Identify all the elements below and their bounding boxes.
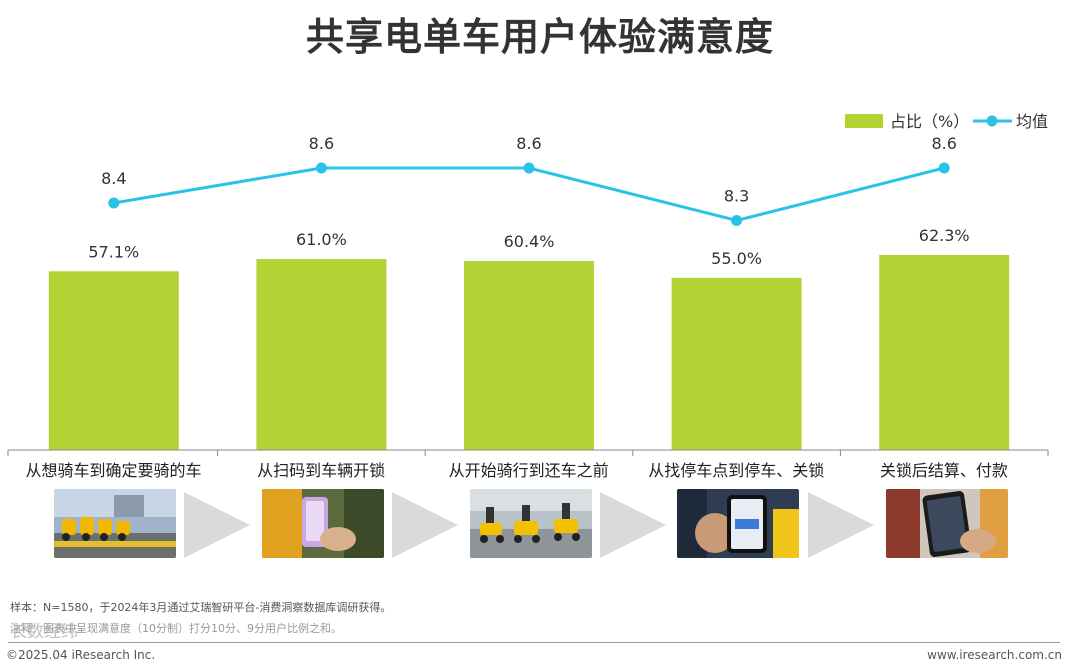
sample-note: 样本：N=1580，于2024年3月通过艾瑞智研平台-消费洞察数据库调研获得。 xyxy=(10,601,392,614)
line-data-labels: 8.4 8.6 8.6 8.3 8.6 xyxy=(101,134,957,206)
line-data-label: 8.6 xyxy=(309,134,334,153)
step-arrow-3 xyxy=(600,492,666,558)
bar-data-label: 60.4% xyxy=(504,232,555,251)
bar xyxy=(464,260,594,450)
line-point xyxy=(108,197,120,209)
bar-series xyxy=(48,255,1010,450)
category-label: 从开始骑行到还车之前 xyxy=(448,461,609,480)
bar xyxy=(879,255,1010,450)
category-label: 从找停车点到停车、关锁 xyxy=(648,461,825,480)
line-data-label: 8.6 xyxy=(516,134,541,153)
line-path xyxy=(113,166,945,223)
line-point xyxy=(938,162,950,174)
legend-line-marker xyxy=(986,115,998,127)
category-label: 关锁后结算、付款 xyxy=(879,461,1008,480)
chart-title: 共享电单车用户体验满意度 xyxy=(305,15,774,59)
bar-data-label: 55.0% xyxy=(711,249,762,268)
photo-riding xyxy=(470,489,592,558)
line-point xyxy=(523,162,535,174)
category-label: 从想骑车到确定要骑的车 xyxy=(25,461,202,480)
bar-data-label: 62.3% xyxy=(919,226,970,245)
line-series xyxy=(108,162,950,226)
x-axis-ticks xyxy=(7,450,1049,456)
copyright-text: ©2025.04 iResearch Inc. xyxy=(6,648,156,662)
photo-parked-bikes xyxy=(54,489,176,558)
legend: 占比（%） 均值 xyxy=(845,112,1048,131)
bar xyxy=(256,259,387,450)
step-arrow-2 xyxy=(392,492,458,558)
bar-data-label: 61.0% xyxy=(296,230,347,249)
step-arrow-4 xyxy=(808,492,874,558)
line-data-label: 8.3 xyxy=(724,187,749,206)
bar xyxy=(48,271,179,450)
legend-bar-label: 占比（%） xyxy=(890,112,969,131)
legend-bar-swatch xyxy=(845,114,883,128)
photo-scan-code xyxy=(262,489,384,558)
bar xyxy=(671,277,802,450)
legend-line-label: 均值 xyxy=(1016,112,1048,131)
bar-data-label: 57.1% xyxy=(88,242,139,261)
watermark: 长数经纬 xyxy=(10,622,78,642)
line-data-label: 8.4 xyxy=(101,169,126,188)
remark-note: 注释：图表中呈现满意度（10分制）打分10分、9分用户比例之和。 xyxy=(10,622,342,635)
line-point xyxy=(315,162,327,174)
line-data-label: 8.6 xyxy=(931,134,956,153)
website-text: www.iresearch.com.cn xyxy=(927,648,1062,662)
footer-divider xyxy=(8,642,1060,643)
step-arrow-1 xyxy=(184,492,250,558)
category-label: 从扫码到车辆开锁 xyxy=(257,461,386,480)
line-point xyxy=(731,215,743,226)
photo-payment xyxy=(886,489,1008,558)
photo-parking-app xyxy=(677,489,799,558)
bar-data-labels: 57.1% 61.0% 60.4% 55.0% 62.3% xyxy=(88,226,969,268)
